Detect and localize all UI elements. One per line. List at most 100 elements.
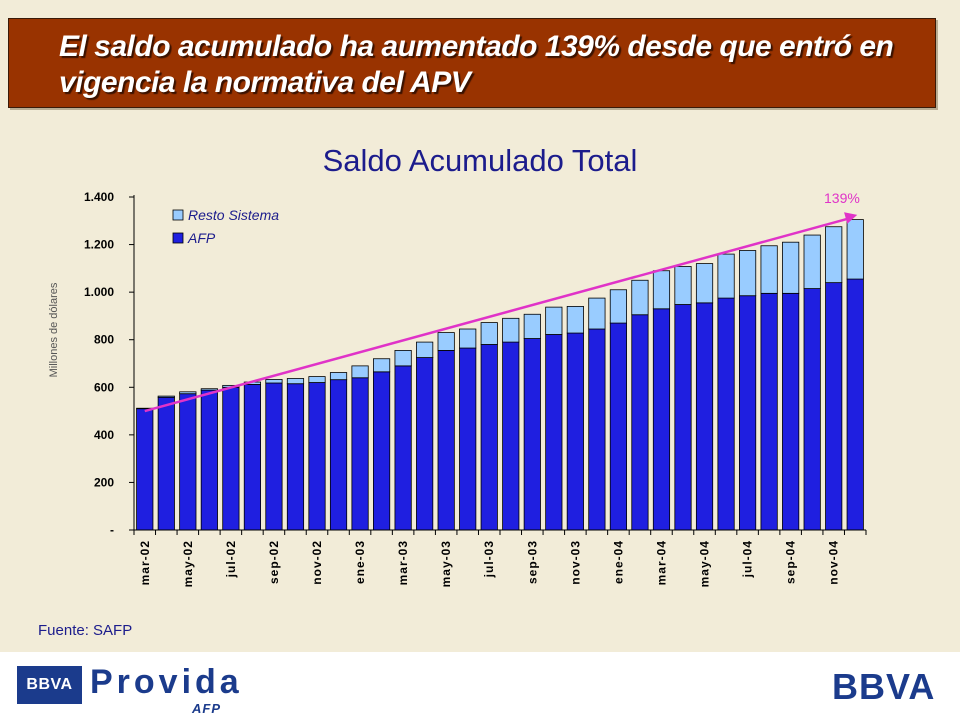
bar-resto-nov-02 <box>308 376 326 383</box>
y-tick-label: 1.400 <box>84 190 114 204</box>
x-tick-label-mar-03: mar-03 <box>396 540 410 585</box>
bar-afp-mar-03 <box>394 365 412 531</box>
bar-afp-oct-03 <box>545 334 563 531</box>
legend: Resto Sistema AFP <box>172 207 279 246</box>
bar-resto-sep-04 <box>782 241 800 294</box>
bar-resto-jul-04 <box>739 250 757 297</box>
bar-afp-dic-03 <box>588 328 606 531</box>
bar-resto-ago-03 <box>502 317 520 343</box>
footer: BBVA Provida AFP BBVA <box>0 652 960 720</box>
x-tick-label-may-03: may-03 <box>439 540 453 587</box>
bar-resto-jun-02 <box>200 388 218 391</box>
bar-afp-mar-04 <box>652 308 671 531</box>
bar-resto-may-04 <box>695 263 714 304</box>
y-axis-title: Millones de dólares <box>48 282 60 377</box>
bar-afp-feb-04 <box>631 314 649 531</box>
bar-afp-sep-03 <box>523 338 541 531</box>
bar-afp-dic-04 <box>846 278 864 531</box>
bar-afp-ene-03 <box>351 377 369 531</box>
bar-afp-jun-04 <box>717 297 735 531</box>
bar-afp-ago-02 <box>243 384 261 531</box>
x-tick-label-mar-04: mar-04 <box>654 540 668 585</box>
bar-resto-abr-04 <box>674 266 692 305</box>
bar-afp-oct-04 <box>803 288 821 531</box>
legend-swatch-resto <box>172 209 184 221</box>
x-tick-label-jul-02: jul-02 <box>224 540 238 578</box>
x-tick-label-nov-04: nov-04 <box>827 540 841 585</box>
bar-afp-sep-02 <box>265 382 283 531</box>
annotation-layer: 139% <box>144 190 860 413</box>
bar-resto-may-03 <box>437 332 455 351</box>
x-tick-label-may-02: may-02 <box>181 540 195 587</box>
bar-afp-jul-02 <box>222 386 240 531</box>
bar-afp-sep-04 <box>782 292 800 531</box>
bar-afp-jul-04 <box>739 295 757 531</box>
bar-resto-oct-04 <box>803 234 821 289</box>
x-tick-label-jul-04: jul-04 <box>741 540 755 578</box>
bar-afp-ago-03 <box>502 341 520 531</box>
chart-title: Saldo Acumulado Total <box>322 143 638 178</box>
bar-afp-feb-03 <box>373 371 391 531</box>
slide-title: El saldo acumulado ha aumentado 139% des… <box>59 30 894 99</box>
y-tick-label: 1.000 <box>84 285 114 299</box>
growth-annotation-label: 139% <box>824 190 860 206</box>
y-tick-label: 1.200 <box>84 238 114 252</box>
x-tick-label-mar-02: mar-02 <box>138 540 152 585</box>
axes-layer: - 200 400 600 800 1.000 1.200 1.400 Millones de … <box>48 190 867 587</box>
bar-resto-oct-02 <box>286 378 305 385</box>
bar-afp-may-04 <box>695 302 714 531</box>
x-tick-label-sep-03: sep-03 <box>525 540 539 584</box>
bbva-provida-logo-box: BBVA <box>17 666 82 704</box>
bar-resto-nov-04 <box>825 226 843 284</box>
x-tick-label-jul-03: jul-03 <box>482 540 496 578</box>
bar-resto-sep-02 <box>265 379 283 384</box>
x-tick-label-nov-03: nov-03 <box>568 540 582 585</box>
bar-afp-ago-04 <box>760 292 778 531</box>
bar-resto-jun-03 <box>459 328 477 349</box>
bar-resto-dic-04 <box>846 219 864 280</box>
bar-resto-dic-02 <box>329 372 348 381</box>
provida-logo-afp: AFP <box>192 701 221 716</box>
legend-label-afp: AFP <box>187 230 216 246</box>
bar-resto-mar-03 <box>394 350 412 367</box>
bar-afp-nov-04 <box>825 282 843 531</box>
bar-resto-sep-03 <box>523 313 541 339</box>
bar-resto-abr-03 <box>416 341 434 358</box>
source-note: Fuente: SAFP <box>38 622 133 639</box>
bars-layer <box>136 219 864 531</box>
bar-resto-nov-03 <box>566 306 584 334</box>
x-tick-label-ene-03: ene-03 <box>353 540 367 584</box>
y-tick-label: 800 <box>94 333 114 347</box>
y-tick-label: 600 <box>94 380 114 394</box>
bar-resto-feb-03 <box>373 358 391 373</box>
y-tick-label: 200 <box>94 475 114 489</box>
bar-afp-jun-03 <box>459 347 477 531</box>
growth-arrow-head <box>844 212 858 224</box>
bar-afp-ene-04 <box>609 322 627 531</box>
bbva-logo: BBVA <box>832 666 936 707</box>
x-tick-label-ene-04: ene-04 <box>611 540 625 584</box>
x-tick-label-nov-02: nov-02 <box>310 540 324 585</box>
bar-resto-jun-04 <box>717 253 735 299</box>
x-tick-label-may-04: may-04 <box>698 540 712 587</box>
bar-resto-dic-03 <box>588 297 606 330</box>
y-tick-label: 400 <box>94 428 114 442</box>
bar-resto-feb-04 <box>631 279 649 316</box>
bar-afp-nov-03 <box>566 332 584 531</box>
bar-afp-abr-04 <box>674 304 692 531</box>
bar-resto-oct-03 <box>545 306 563 335</box>
legend-swatch-afp <box>172 232 184 244</box>
bar-afp-abr-03 <box>416 357 434 531</box>
bar-resto-ene-03 <box>351 365 369 379</box>
bar-afp-jun-02 <box>200 389 218 531</box>
bar-afp-may-03 <box>437 350 455 531</box>
bar-resto-jul-03 <box>480 322 498 345</box>
bar-resto-mar-04 <box>652 270 671 310</box>
bar-resto-abr-02 <box>157 395 175 398</box>
bar-afp-nov-02 <box>308 382 326 531</box>
x-tick-label-sep-04: sep-04 <box>784 540 798 584</box>
bar-afp-may-02 <box>179 393 197 531</box>
provida-logo-name: Provida <box>90 663 243 701</box>
x-tick-label-sep-02: sep-02 <box>267 540 281 584</box>
bar-resto-may-02 <box>179 391 197 395</box>
